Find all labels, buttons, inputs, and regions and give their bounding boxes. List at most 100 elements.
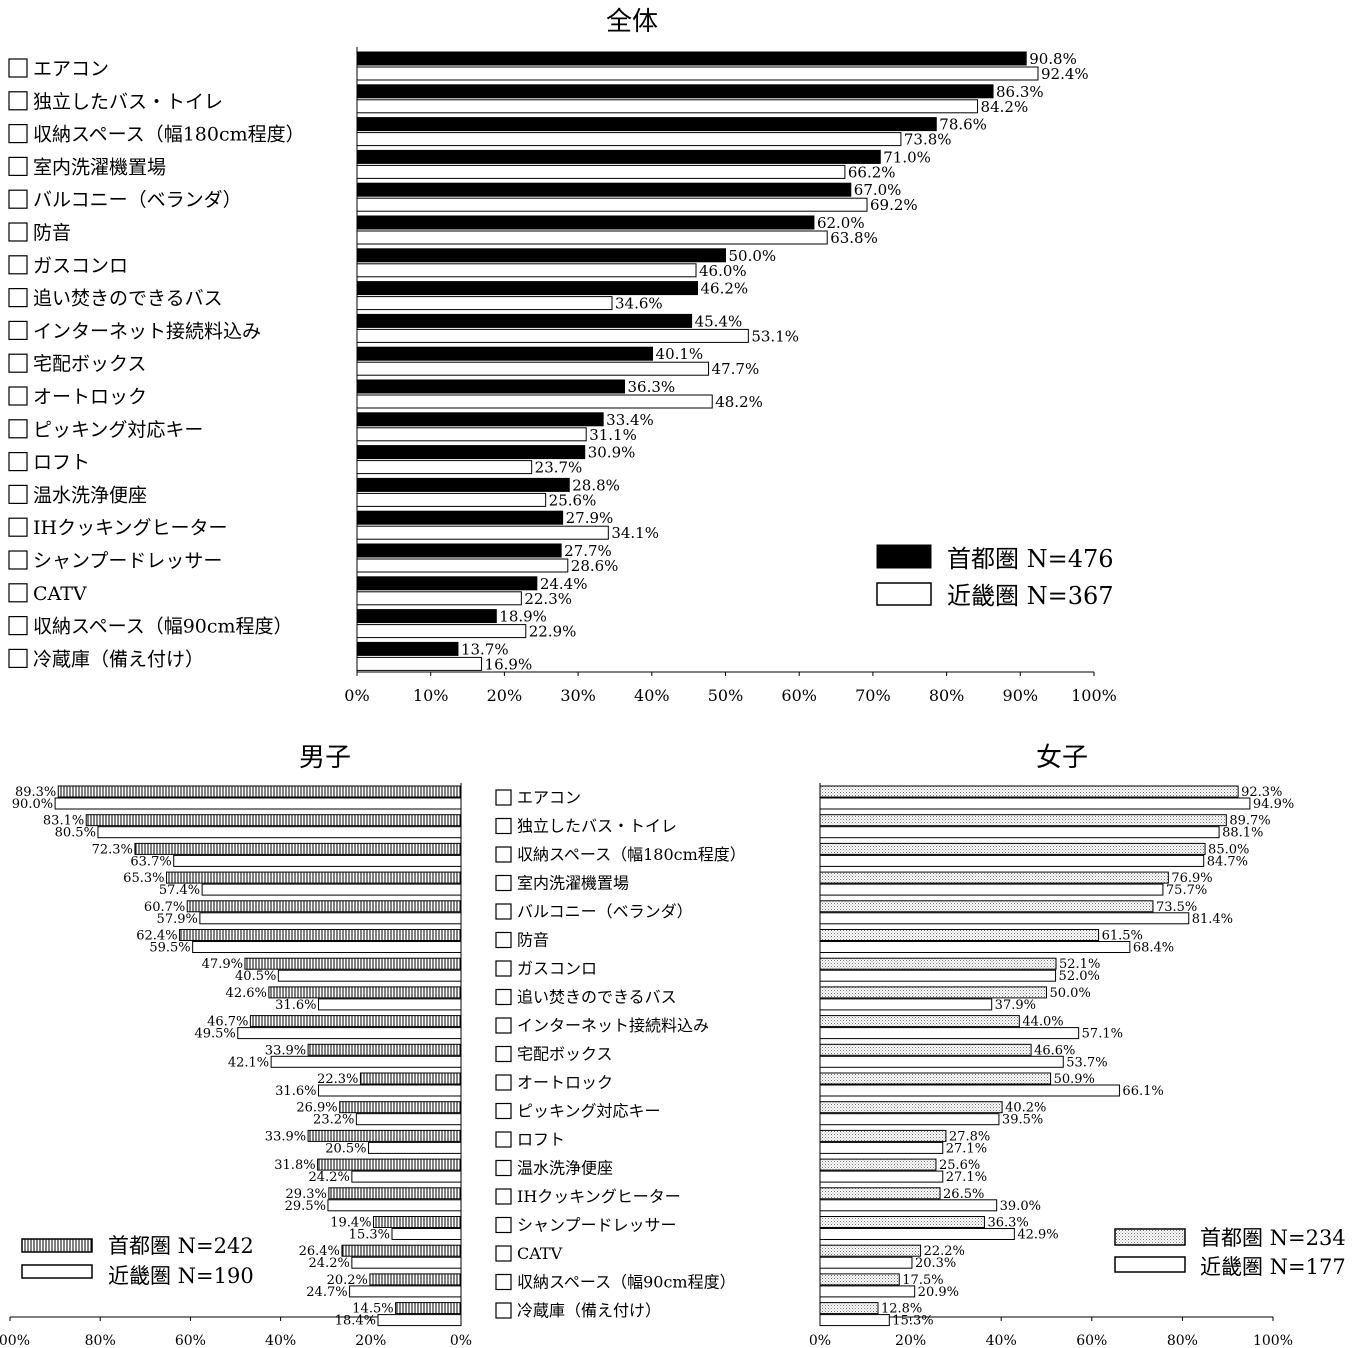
male-bar-series2	[199, 912, 462, 925]
middle-checkbox-icon	[495, 1216, 512, 1234]
overall-category-label: 収納スペース（幅90cm程度）	[33, 616, 293, 638]
male-data-label: 33.9%	[265, 1043, 306, 1058]
male-legend: 首都圏 N=242 近畿圏 N=190	[21, 1234, 254, 1288]
female-bar-series2	[819, 912, 1190, 925]
overall-bar-series1	[356, 149, 881, 164]
middle-category-label: オートロック	[517, 1073, 613, 1092]
middle-category-label: 宅配ボックス	[517, 1045, 613, 1064]
legend-swatch-tokyo-male	[21, 1238, 93, 1253]
female-bar-series1	[819, 814, 1227, 827]
female-bar-series1	[819, 871, 1169, 884]
female-data-label: 75.7%	[1166, 883, 1207, 898]
male-data-label: 31.6%	[275, 998, 316, 1013]
middle-checkbox-icon	[495, 988, 512, 1006]
female-bar-series2	[819, 826, 1220, 839]
overall-bar-series1	[356, 379, 626, 394]
female-data-label: 15.3%	[892, 1314, 933, 1329]
overall-bar-series1	[356, 182, 852, 197]
overall-data-label: 50.0%	[729, 247, 777, 265]
overall-data-label: 36.3%	[628, 378, 676, 396]
middle-category-label: 収納スペース（幅90cm程度）	[517, 1273, 736, 1292]
middle-checkbox-icon	[495, 789, 512, 806]
female-bar-series1	[819, 1072, 1052, 1085]
overall-category-label: バルコニー（ベランダ）	[33, 189, 242, 211]
female-data-label: 36.3%	[987, 1216, 1028, 1231]
female-data-label: 50.0%	[1050, 986, 1091, 1001]
overall-checkbox-icon	[8, 648, 28, 669]
overall-bar-series1	[356, 215, 815, 230]
middle-checkbox-icon	[495, 874, 512, 892]
male-bar-series1	[359, 1072, 462, 1085]
middle-checkbox-icon	[495, 1102, 512, 1120]
male-bar-series2	[237, 1027, 462, 1040]
female-data-label: 50.9%	[1054, 1072, 1095, 1087]
female-data-label: 73.5%	[1156, 900, 1197, 915]
male-data-label: 20.2%	[327, 1273, 368, 1288]
female-data-label: 26.5%	[943, 1187, 984, 1202]
male-data-label: 57.4%	[159, 883, 200, 898]
legend-swatch-kinki-male	[21, 1264, 93, 1279]
overall-data-label: 34.6%	[615, 295, 663, 313]
middle-category-label: 追い焚きのできるバス	[517, 988, 677, 1007]
male-bar-series2	[368, 1141, 462, 1154]
male-tick-label: 100%	[0, 1333, 30, 1348]
middle-category-label: 温水洗浄便座	[517, 1159, 613, 1178]
overall-data-label: 28.8%	[572, 476, 620, 494]
overall-checkbox-icon	[8, 452, 28, 472]
overall-category-label: インターネット接続料込み	[33, 320, 261, 342]
male-tick-label: 20%	[355, 1333, 386, 1348]
overall-bar-series2	[356, 492, 547, 507]
female-data-label: 20.9%	[918, 1285, 959, 1300]
male-data-label: 22.3%	[317, 1072, 358, 1087]
female-tick-labels: 0% 20% 40% 60% 80% 100%	[809, 1333, 1293, 1348]
overall-checkbox-icon	[8, 419, 28, 439]
overall-bar-series1	[356, 412, 604, 427]
male-bar-series1	[244, 957, 462, 970]
overall-bar-series2	[356, 558, 569, 573]
overall-bar-series2	[356, 656, 483, 671]
female-bar-series1	[819, 1158, 937, 1171]
male-bar-series2	[317, 1084, 462, 1097]
legend-swatch-tokyo	[876, 544, 932, 569]
male-data-label: 89.3%	[15, 785, 56, 800]
middle-category-label: ガスコンロ	[517, 959, 597, 978]
male-bar-series1	[165, 871, 462, 884]
overall-category-label: IHクッキングヒーター	[33, 517, 228, 539]
female-bar-series1	[819, 929, 1100, 941]
overall-data-label: 23.7%	[535, 459, 583, 477]
female-data-label: 76.9%	[1171, 871, 1212, 886]
chart-male-title: 男子	[299, 743, 351, 773]
legend-label-tokyo: 首都圏 N=476	[947, 545, 1114, 573]
male-data-label: 24.7%	[306, 1285, 347, 1300]
legend-swatch-kinki-female	[1114, 1256, 1186, 1273]
male-data-label: 46.7%	[207, 1015, 248, 1030]
overall-bar-series1	[356, 281, 698, 296]
female-bar-series2	[819, 854, 1205, 867]
female-data-label: 39.5%	[1002, 1113, 1043, 1128]
overall-data-label: 27.9%	[566, 509, 614, 527]
overall-category-label: 追い焚きのできるバス	[33, 288, 223, 310]
male-bar-series1	[57, 785, 462, 798]
female-bar-series1	[819, 785, 1239, 798]
female-bar-series2	[819, 797, 1251, 810]
female-data-label: 39.0%	[1000, 1199, 1041, 1214]
overall-tick-label: 10%	[413, 686, 449, 705]
male-bar-series2	[192, 941, 462, 953]
overall-bar-series1	[356, 641, 459, 656]
male-bar-series1	[249, 1015, 462, 1028]
male-data-label: 40.5%	[235, 969, 276, 984]
male-data-label: 29.3%	[286, 1187, 327, 1202]
overall-data-label: 34.1%	[611, 524, 659, 542]
female-bar-series1	[819, 900, 1154, 913]
middle-category-label: バルコニー（ベランダ）	[517, 902, 693, 921]
overall-category-label: ピッキング対応キー	[33, 419, 203, 441]
overall-bar-series2	[356, 394, 713, 409]
male-data-label: 57.9%	[157, 912, 198, 927]
male-bar-series1	[317, 1158, 462, 1171]
male-data-label: 24.2%	[309, 1256, 350, 1271]
male-data-label: 23.2%	[313, 1113, 354, 1128]
male-data-label: 80.5%	[55, 826, 96, 841]
